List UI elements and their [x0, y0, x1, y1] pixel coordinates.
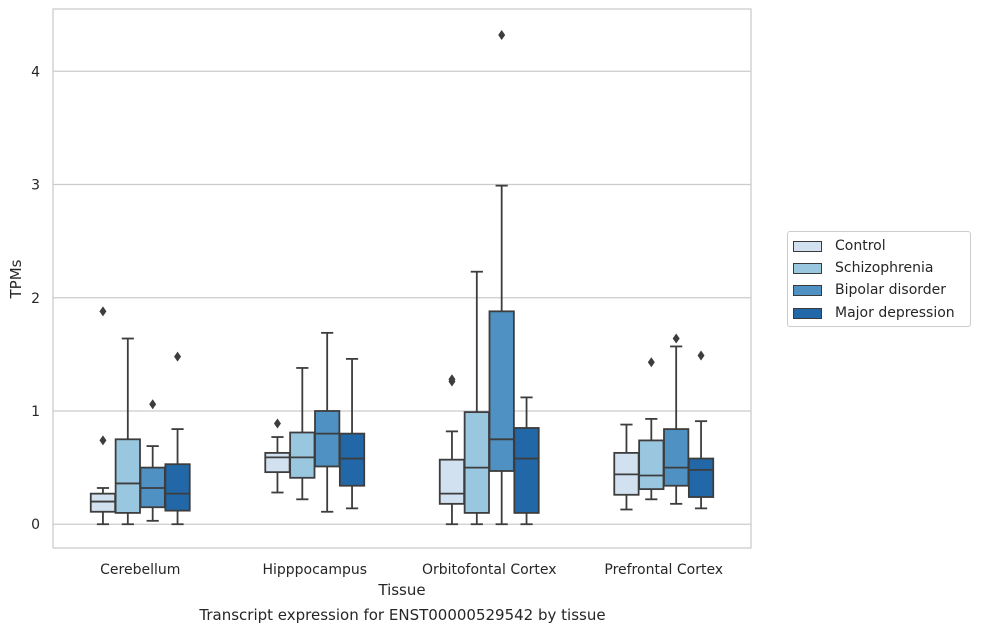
box-group — [314, 331, 341, 513]
outlier-point — [99, 306, 107, 317]
box — [314, 410, 341, 468]
box-group — [89, 306, 117, 526]
box — [638, 439, 665, 491]
grid — [53, 70, 751, 525]
boxes — [89, 30, 715, 526]
y-tick-label: 3 — [31, 178, 40, 194]
legend-swatch-schizophrenia — [793, 262, 822, 274]
outlier-point — [273, 418, 281, 429]
box — [289, 431, 316, 479]
box — [89, 492, 117, 513]
box-group — [663, 333, 690, 505]
legend-label-major-depression: Major depression — [835, 305, 955, 321]
y-tick-label: 1 — [31, 404, 40, 420]
box — [663, 428, 690, 487]
box — [164, 463, 191, 512]
box — [438, 458, 466, 505]
y-tick-label: 4 — [31, 64, 40, 80]
box-group — [289, 367, 316, 501]
box-group — [613, 423, 640, 511]
box-group — [513, 396, 540, 526]
y-axis-label: TPMs — [7, 259, 25, 299]
y-tick-labels: 0 1 2 3 4 — [31, 64, 40, 533]
box-group — [139, 399, 166, 522]
outlier-point — [149, 399, 157, 410]
legend-swatch-bipolar-disorder — [793, 284, 822, 296]
box-group — [687, 350, 715, 510]
box — [114, 438, 141, 514]
legend-item-bipolar-disorder: Bipolar disorder — [793, 281, 946, 299]
legend-item-major-depression: Major depression — [793, 304, 955, 322]
box-group — [488, 30, 515, 526]
box-group — [438, 374, 466, 526]
x-axis-label: Tissue — [377, 581, 425, 599]
legend-swatch-major-depression — [793, 307, 822, 319]
outlier-point — [672, 333, 680, 344]
outlier-point — [697, 350, 705, 361]
x-tick-label: Cerebellum — [100, 562, 180, 578]
outlier-point — [498, 30, 506, 41]
legend-label-control: Control — [835, 238, 886, 254]
box — [687, 457, 715, 498]
legend: Control Schizophrenia Bipolar disorder M… — [787, 231, 971, 327]
box — [338, 432, 366, 487]
outlier-point — [448, 374, 456, 385]
x-tick-label: Prefrontal Cortex — [604, 562, 723, 578]
legend-item-schizophrenia: Schizophrenia — [793, 259, 933, 277]
box — [513, 427, 540, 514]
legend-label-bipolar-disorder: Bipolar disorder — [835, 282, 947, 298]
x-tick-label: Hipppocampus — [262, 562, 367, 578]
outlier-point — [99, 435, 107, 446]
box-group — [164, 351, 191, 526]
box — [488, 310, 515, 472]
box — [463, 411, 490, 514]
outlier-point — [647, 357, 655, 368]
legend-label-schizophrenia: Schizophrenia — [835, 260, 934, 276]
box-group — [338, 357, 366, 510]
box — [264, 451, 291, 474]
outlier-point — [174, 351, 182, 362]
legend-item-control: Control — [793, 237, 886, 255]
y-tick-label: 2 — [31, 291, 40, 307]
y-tick-label: 0 — [31, 517, 40, 533]
legend-swatch-control — [793, 240, 822, 252]
chart-caption: Transcript expression for ENST0000052954… — [199, 606, 606, 624]
x-tick-labels: Cerebellum Hipppocampus Orbitofontal Corte… — [100, 562, 723, 578]
box-group — [264, 418, 291, 494]
box-group — [463, 270, 490, 526]
x-tick-label: Orbitofontal Cortex — [422, 562, 557, 578]
